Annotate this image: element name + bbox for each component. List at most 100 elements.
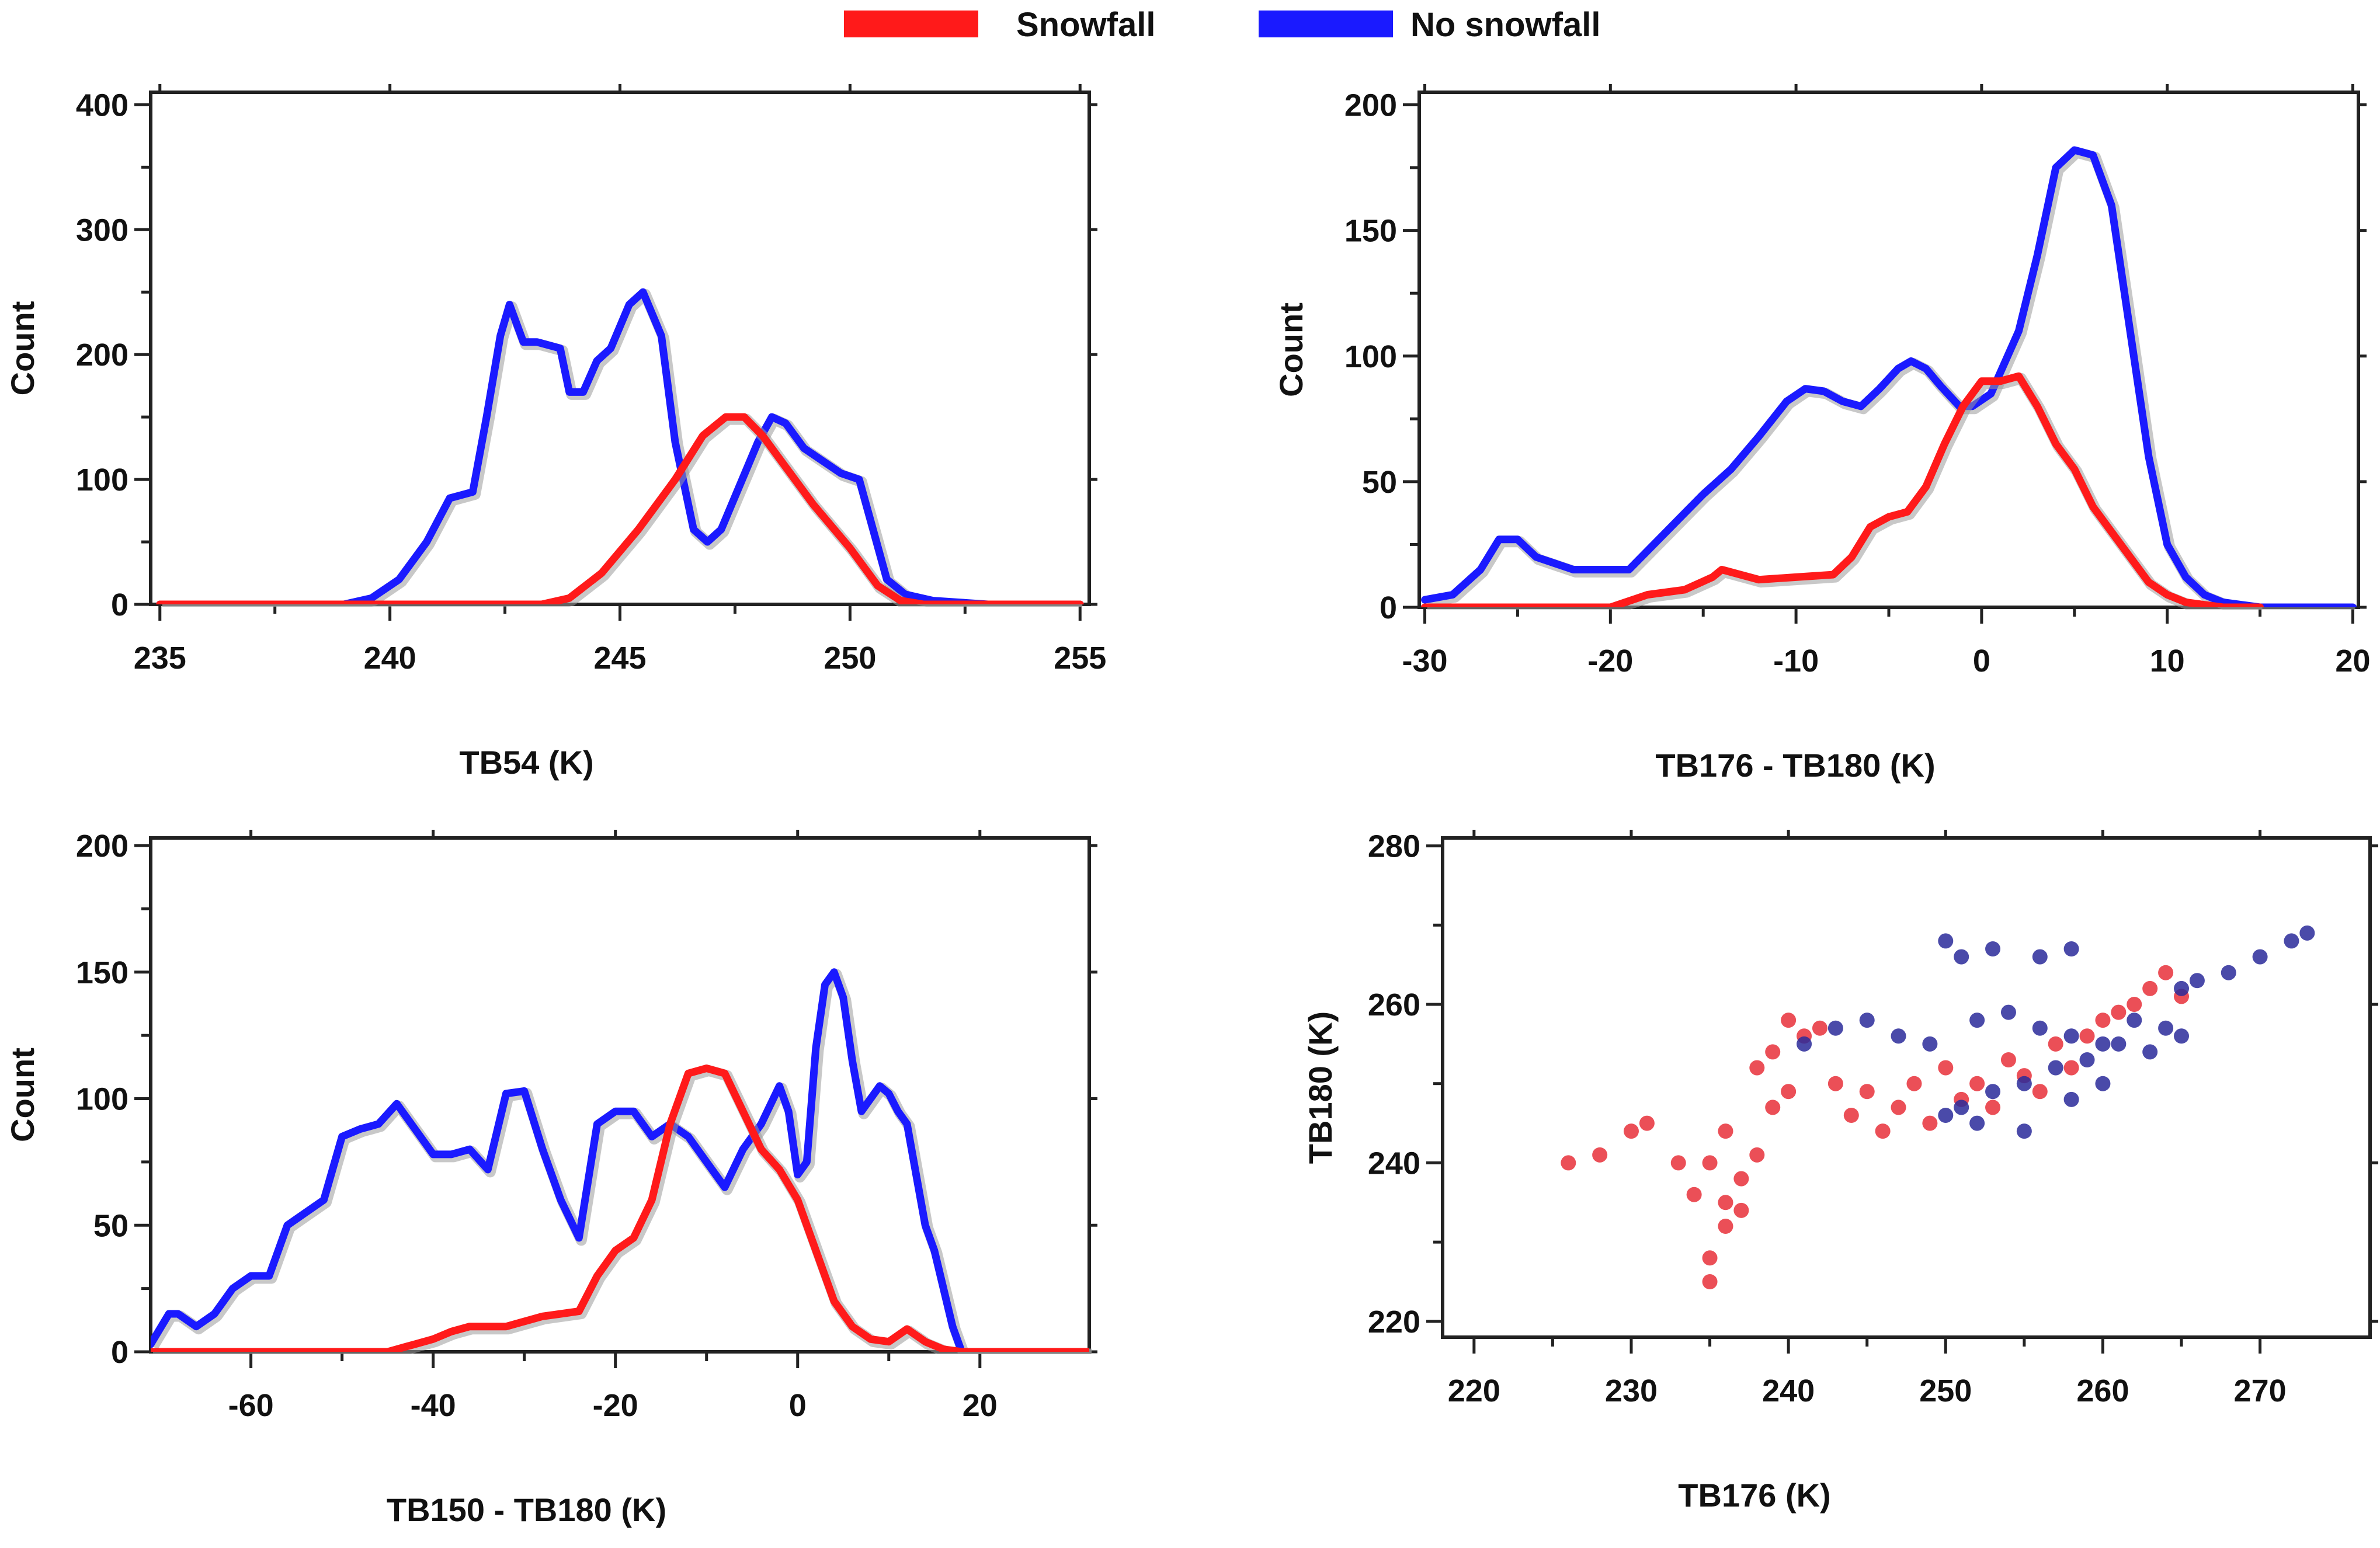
scatter-point-snowfall — [1733, 1202, 1749, 1218]
scatter-point-snowfall — [2000, 1052, 2016, 1067]
scatter-point-snowfall — [1781, 1084, 1797, 1100]
scatter-point-no-snowfall — [2158, 1020, 2174, 1036]
x-tick-label: 270 — [2234, 1373, 2287, 1408]
scatter-point-snowfall — [1843, 1108, 1859, 1123]
series-shadow-snowfall — [162, 413, 1083, 607]
scatter-point-no-snowfall — [2095, 1076, 2111, 1091]
scatter-point-snowfall — [2095, 1013, 2111, 1028]
x-axis-title: TB54 (K) — [459, 744, 593, 781]
tb54-histogram-panel: 0 100 200 300 400 235 240 245 250 255 TB54 (K) Coun… — [4, 84, 1106, 781]
legend-swatch-no-snowfall — [1259, 11, 1393, 37]
x-tick-label: -30 — [1402, 643, 1448, 679]
scatter-point-no-snowfall — [2032, 1020, 2048, 1036]
x-axis-title: TB150 - TB180 (K) — [387, 1491, 666, 1528]
plot-frame — [149, 836, 1091, 1354]
x-tick-label: 250 — [1919, 1373, 1972, 1408]
scatter-point-snowfall — [1639, 1115, 1655, 1131]
tb150-minus-tb180-histogram-panel: 0 50 100 150 200 -60 -40 -20 0 20 TB150 - TB180 (K… — [4, 829, 1097, 1528]
scatter-point-no-snowfall — [2189, 973, 2205, 989]
scatter-point-no-snowfall — [2127, 1013, 2142, 1028]
scatter-point-snowfall — [2032, 1084, 2048, 1100]
scatter-point-snowfall — [1765, 1100, 1781, 1115]
scatter-point-snowfall — [1670, 1155, 1686, 1171]
scatter-point-no-snowfall — [2063, 1028, 2079, 1044]
x-tick-label: 240 — [1762, 1373, 1815, 1408]
y-axis-title: Count — [4, 301, 41, 396]
y-tick-label: 150 — [76, 955, 128, 990]
scatter-point-snowfall — [1765, 1044, 1781, 1060]
scatter-point-snowfall — [1623, 1123, 1639, 1139]
scatter-point-no-snowfall — [2048, 1060, 2063, 1076]
y-tick-label: 400 — [76, 88, 128, 123]
x-tick-label: 220 — [1448, 1373, 1500, 1408]
scatter-point-no-snowfall — [2252, 949, 2268, 965]
y-tick-label: 280 — [1368, 829, 1420, 864]
x-tick-label: -20 — [1587, 643, 1633, 679]
scatter-point-no-snowfall — [1938, 1108, 1954, 1123]
scatter-point-snowfall — [2158, 965, 2174, 980]
x-tick-label: 230 — [1605, 1373, 1658, 1408]
y-tick-label: 200 — [76, 829, 128, 864]
series-shadow-snowfall — [1427, 373, 2263, 610]
series-line-no-snowfall — [1421, 146, 2357, 607]
scatter-point-snowfall — [1733, 1171, 1749, 1187]
scatter-point-no-snowfall — [1827, 1020, 1843, 1036]
scatter-point-snowfall — [1859, 1084, 1875, 1100]
scatter-point-no-snowfall — [2299, 925, 2315, 941]
tb176-minus-tb180-histogram-panel: 0 50 100 150 200 -30 -20 -10 0 10 20 TB176 - TB180 … — [1273, 84, 2371, 784]
scatter-point-snowfall — [2079, 1028, 2095, 1044]
scatter-point-no-snowfall — [1922, 1036, 1938, 1052]
y-tick-label: 0 — [111, 587, 128, 622]
scatter-point-no-snowfall — [1954, 1100, 1969, 1115]
y-axis-title: Count — [4, 1048, 41, 1142]
x-tick-label: -40 — [411, 1388, 456, 1423]
scatter-point-snowfall — [1827, 1076, 1843, 1091]
y-tick-label: 100 — [76, 462, 128, 498]
legend-swatch-snowfall — [844, 11, 978, 37]
series-shadow-no-snowfall — [153, 969, 1092, 1354]
y-tick-label: 240 — [1368, 1146, 1420, 1181]
scatter-point-no-snowfall — [2016, 1123, 2032, 1139]
series-line-snowfall — [151, 1065, 1089, 1352]
scatter-point-no-snowfall — [2174, 980, 2190, 996]
x-axis-title: TB176 (K) — [1678, 1477, 1830, 1514]
scatter-point-snowfall — [1749, 1060, 1765, 1076]
scatter-point-snowfall — [2063, 1060, 2079, 1076]
scatter-point-snowfall — [1702, 1155, 1718, 1171]
scatter-point-snowfall — [1702, 1274, 1718, 1289]
scatter-point-snowfall — [1718, 1123, 1733, 1139]
scatter-point-snowfall — [1812, 1020, 1827, 1036]
scatter-point-no-snowfall — [2032, 949, 2048, 965]
scatter-point-snowfall — [1985, 1100, 2001, 1115]
scatter-point-no-snowfall — [1954, 949, 1969, 965]
scatter-point-no-snowfall — [1985, 1084, 2001, 1100]
scatter-point-snowfall — [1891, 1100, 1906, 1115]
x-tick-label: 255 — [1054, 641, 1106, 676]
scatter-point-snowfall — [1561, 1155, 1576, 1171]
x-tick-label: 260 — [2076, 1373, 2129, 1408]
scatter-point-snowfall — [1781, 1013, 1797, 1028]
scatter-point-no-snowfall — [2142, 1044, 2158, 1060]
y-tick-label: 0 — [1380, 590, 1397, 625]
x-tick-label: -10 — [1773, 643, 1819, 679]
scatter-point-snowfall — [1718, 1195, 1733, 1210]
scatter-point-snowfall — [2048, 1036, 2063, 1052]
series-line-snowfall — [156, 413, 1084, 604]
x-tick-label: 0 — [789, 1388, 807, 1423]
scatter-point-no-snowfall — [2000, 1004, 2016, 1020]
y-tick-label: 150 — [1344, 214, 1397, 249]
scatter-point-snowfall — [2127, 997, 2142, 1012]
y-tick-label: 300 — [76, 213, 128, 248]
series-line-snowfall — [1421, 372, 2264, 607]
y-tick-label: 200 — [1344, 88, 1397, 123]
scatter-point-snowfall — [1938, 1060, 1954, 1076]
legend: Snowfall No snowfall — [844, 6, 1600, 44]
scatter-point-no-snowfall — [2063, 1091, 2079, 1107]
x-tick-label: 235 — [134, 641, 186, 676]
legend-label-no-snowfall: No snowfall — [1410, 6, 1600, 44]
y-tick-label: 200 — [76, 338, 128, 373]
series-line-no-snowfall — [156, 288, 1084, 604]
x-tick-label: 20 — [963, 1388, 998, 1423]
scatter-point-no-snowfall — [1797, 1036, 1812, 1052]
series-line-no-snowfall — [151, 968, 1089, 1352]
